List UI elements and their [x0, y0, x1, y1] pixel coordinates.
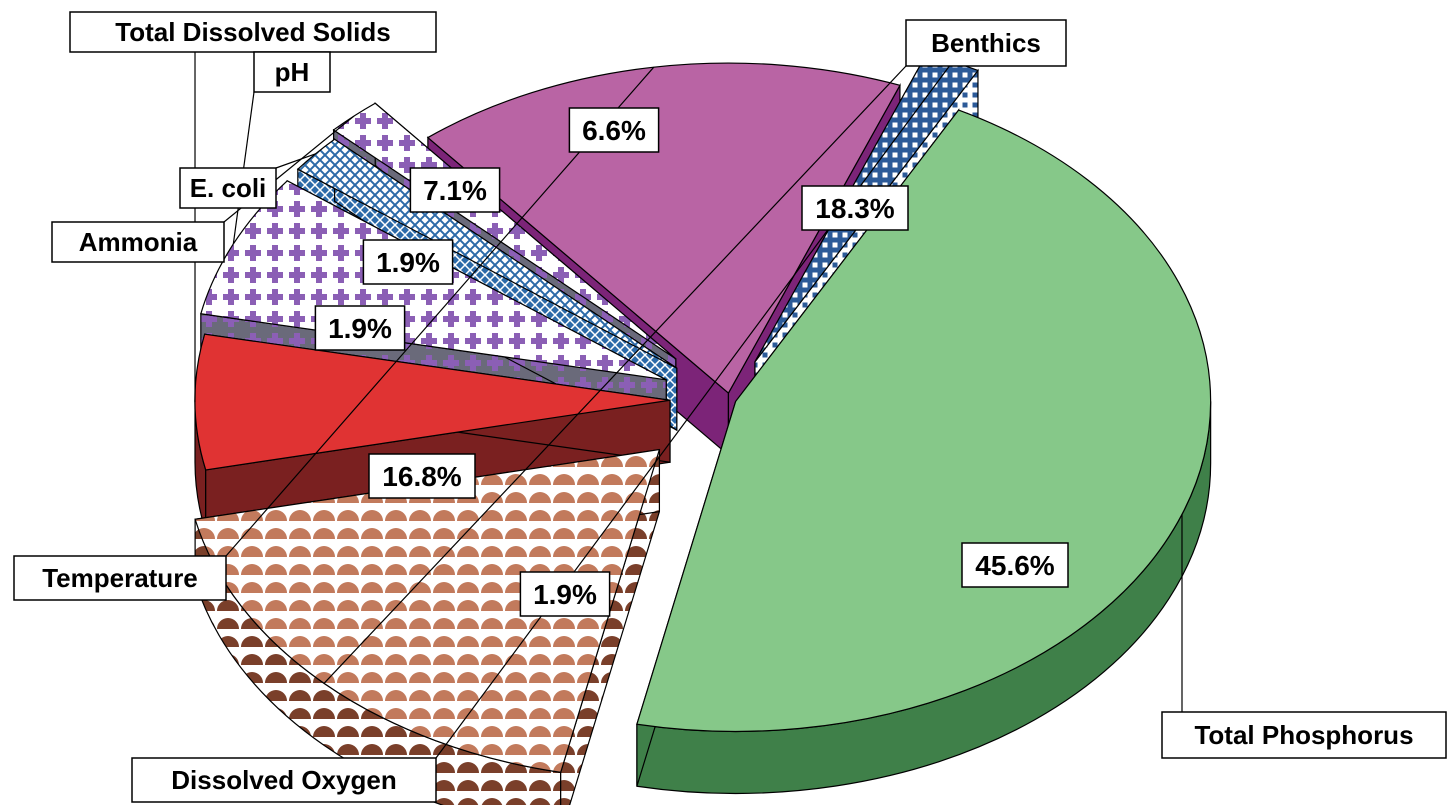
value-label-dissolved-oxygen: 1.9%	[533, 579, 597, 610]
name-label-temperature: Temperature	[42, 563, 198, 593]
name-label-dissolved-oxygen: Dissolved Oxygen	[171, 765, 396, 795]
name-label-total-dissolved-solids: Total Dissolved Solids	[115, 17, 390, 47]
value-box-ph	[409, 167, 501, 213]
value-box-temperature	[368, 453, 476, 499]
leader-benthics	[323, 65, 907, 684]
name-label-ammonia: Ammonia	[79, 227, 198, 257]
name-box-e-coli	[179, 167, 277, 209]
value-box-benthics	[801, 185, 909, 231]
name-box-dissolved-oxygen	[131, 757, 437, 803]
name-label-e-coli: E. coli	[190, 173, 267, 203]
value-box-total-dissolved-solids	[568, 107, 660, 153]
value-box-e-coli	[362, 239, 454, 285]
value-label-e-coli: 1.9%	[376, 247, 440, 278]
value-label-total-dissolved-solids: 6.6%	[582, 115, 646, 146]
name-box-total-phosphorus	[1161, 711, 1447, 759]
value-label-temperature: 16.8%	[382, 461, 461, 492]
name-box-ph	[253, 51, 331, 93]
name-label-total-phosphorus: Total Phosphorus	[1194, 720, 1413, 750]
name-label-benthics: Benthics	[931, 28, 1041, 58]
labels: Total Phosphorus 45.6% Benthics 18.3% Total …	[13, 11, 1447, 803]
value-box-dissolved-oxygen	[519, 571, 611, 617]
value-label-ph: 7.1%	[423, 175, 487, 206]
name-box-benthics	[905, 19, 1067, 67]
value-box-ammonia	[314, 305, 406, 351]
name-box-total-dissolved-solids	[69, 11, 437, 53]
slice-ammonia	[332, 102, 677, 360]
value-box-total-phosphorus	[961, 542, 1069, 588]
value-label-ammonia: 1.9%	[328, 313, 392, 344]
name-box-temperature	[13, 555, 227, 601]
slice-temperature	[426, 62, 901, 395]
leader-e-coli	[275, 153, 316, 169]
name-box-ammonia	[51, 221, 225, 263]
value-label-benthics: 18.3%	[815, 193, 894, 224]
leader-dissolved-oxygen	[435, 61, 954, 759]
name-label-ph: pH	[275, 57, 310, 87]
slice-e-coli	[296, 138, 678, 369]
value-label-total-phosphorus: 45.6%	[975, 550, 1054, 581]
